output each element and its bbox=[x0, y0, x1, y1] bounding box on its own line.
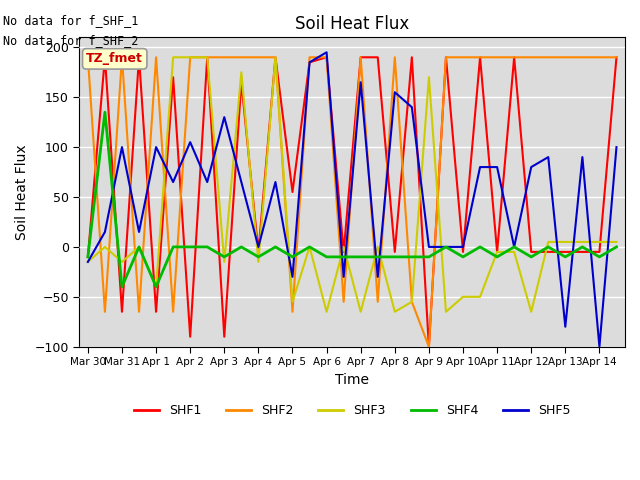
X-axis label: Time: Time bbox=[335, 372, 369, 387]
Text: TZ_fmet: TZ_fmet bbox=[86, 52, 143, 65]
Title: Soil Heat Flux: Soil Heat Flux bbox=[295, 15, 410, 33]
Text: No data for f_SHF_1: No data for f_SHF_1 bbox=[3, 14, 139, 27]
Text: No data for f_SHF_2: No data for f_SHF_2 bbox=[3, 34, 139, 47]
Legend: SHF1, SHF2, SHF3, SHF4, SHF5: SHF1, SHF2, SHF3, SHF4, SHF5 bbox=[129, 399, 575, 422]
Y-axis label: Soil Heat Flux: Soil Heat Flux bbox=[15, 144, 29, 240]
